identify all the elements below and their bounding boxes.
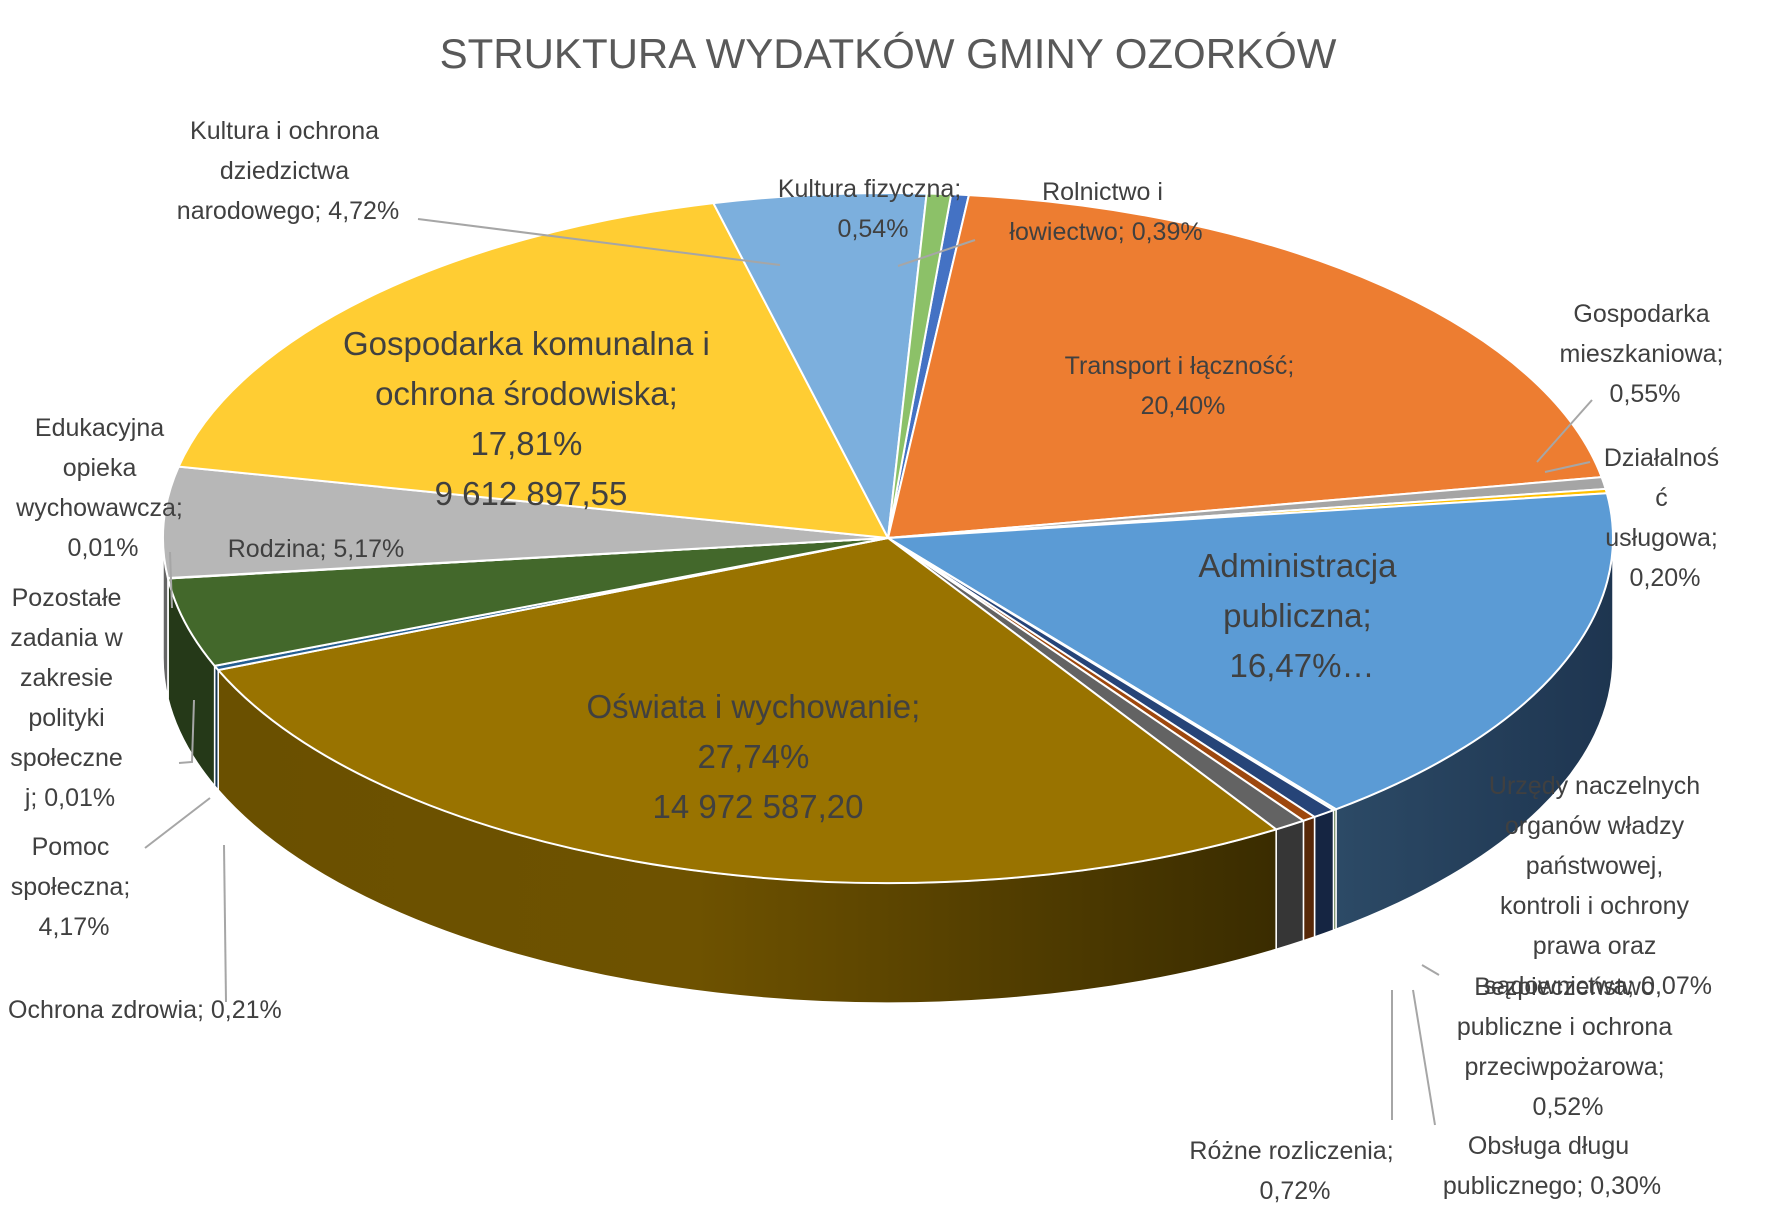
side-obsluga-dlugu-publicznego — [1302, 816, 1316, 942]
slice-administracja-publiczna — [887, 492, 1614, 811]
label-kultura-ochrona: Kultura i ochrona dziedzictwa narodowego… — [177, 117, 399, 225]
slice-pomoc-spoleczna — [167, 537, 889, 667]
label-urzedy: Urzędy naczelnych organów władzy państwo… — [1484, 772, 1712, 1000]
leader-mieszkaniowa — [1536, 399, 1593, 463]
side-bezpieczenstwo-publiczne-i-ochrona-przeciwpozarowa — [1313, 809, 1335, 938]
label-pomoc: Pomoc społeczna; 4,17% — [11, 833, 137, 941]
leader-bezpieczenstwo — [1421, 964, 1440, 976]
side-rozne-rozliczenia — [1275, 819, 1305, 951]
leader-kultura — [417, 218, 781, 266]
label-bezpieczenstwo: Bezpieczeństwo publiczne i ochrona przec… — [1457, 973, 1679, 1121]
leader-lines — [144, 218, 1593, 1126]
slice-kultura-fizyczna — [887, 192, 953, 539]
leader-zdrowie — [223, 844, 227, 1003]
label-obsluga: Obsługa długu publicznego; 0,30% — [1443, 1132, 1661, 1200]
label-pozostale: Pozostałe zadania w zakresie polityki sp… — [10, 584, 130, 812]
leader-rolnictwo — [897, 239, 976, 267]
label-rozne: Różne rozliczenia; 0,72% — [1189, 1137, 1400, 1205]
leader-uslugowa — [1544, 461, 1591, 473]
pie-slices — [162, 192, 1614, 884]
slice-oswiata-i-wychowanie — [217, 537, 1278, 884]
chart-title: STRUKTURA WYDATKÓW GMINY OZORKÓW — [440, 30, 1337, 77]
leader-pomoc — [144, 797, 211, 849]
label-administracja: Administracja publiczna; 16,47%… — [1198, 547, 1405, 684]
data-labels: Kultura i ochrona dziedzictwa narodowego… — [8, 117, 1731, 1205]
label-oswiata: Oświata i wychowanie; 27,74% 14 972 587,… — [587, 688, 930, 825]
label-edukacyjna: Edukacyjna opieka wychowawcza; 0,01% — [15, 414, 190, 562]
slice-kultura-i-ochrona-dziedzictwa-narodowego — [712, 192, 928, 539]
leader-pozostale — [178, 699, 195, 764]
label-mieszkaniowa: Gospodarka mieszkaniowa; 0,55% — [1560, 300, 1731, 408]
slice-transport-i-lacznosc — [887, 194, 1603, 539]
leader-obsluga — [1412, 989, 1436, 1126]
label-komunalna: Gospodarka komunalna i ochrona środowisk… — [343, 325, 719, 512]
slice-gospodarka-komunalna-i-ochrona-srodowiska — [177, 202, 889, 539]
label-zdrowie: Ochrona zdrowia; 0,21% — [8, 996, 282, 1024]
leader-edukacyjna — [169, 551, 173, 609]
label-rolnictwo: Rolnictwo i łowiectwo; 0,39% — [1009, 178, 1202, 246]
label-uslugowa: Działalnoś ć usługowa; 0,20% — [1604, 444, 1726, 592]
label-transport: Transport i łączność; 20,40% — [1065, 352, 1302, 420]
slice-rodzina — [162, 465, 889, 580]
label-rodzina: Rodzina; 5,17% — [228, 535, 405, 563]
label-kultura-fizyczna: Kultura fizyczna; 0,54% — [778, 175, 968, 243]
